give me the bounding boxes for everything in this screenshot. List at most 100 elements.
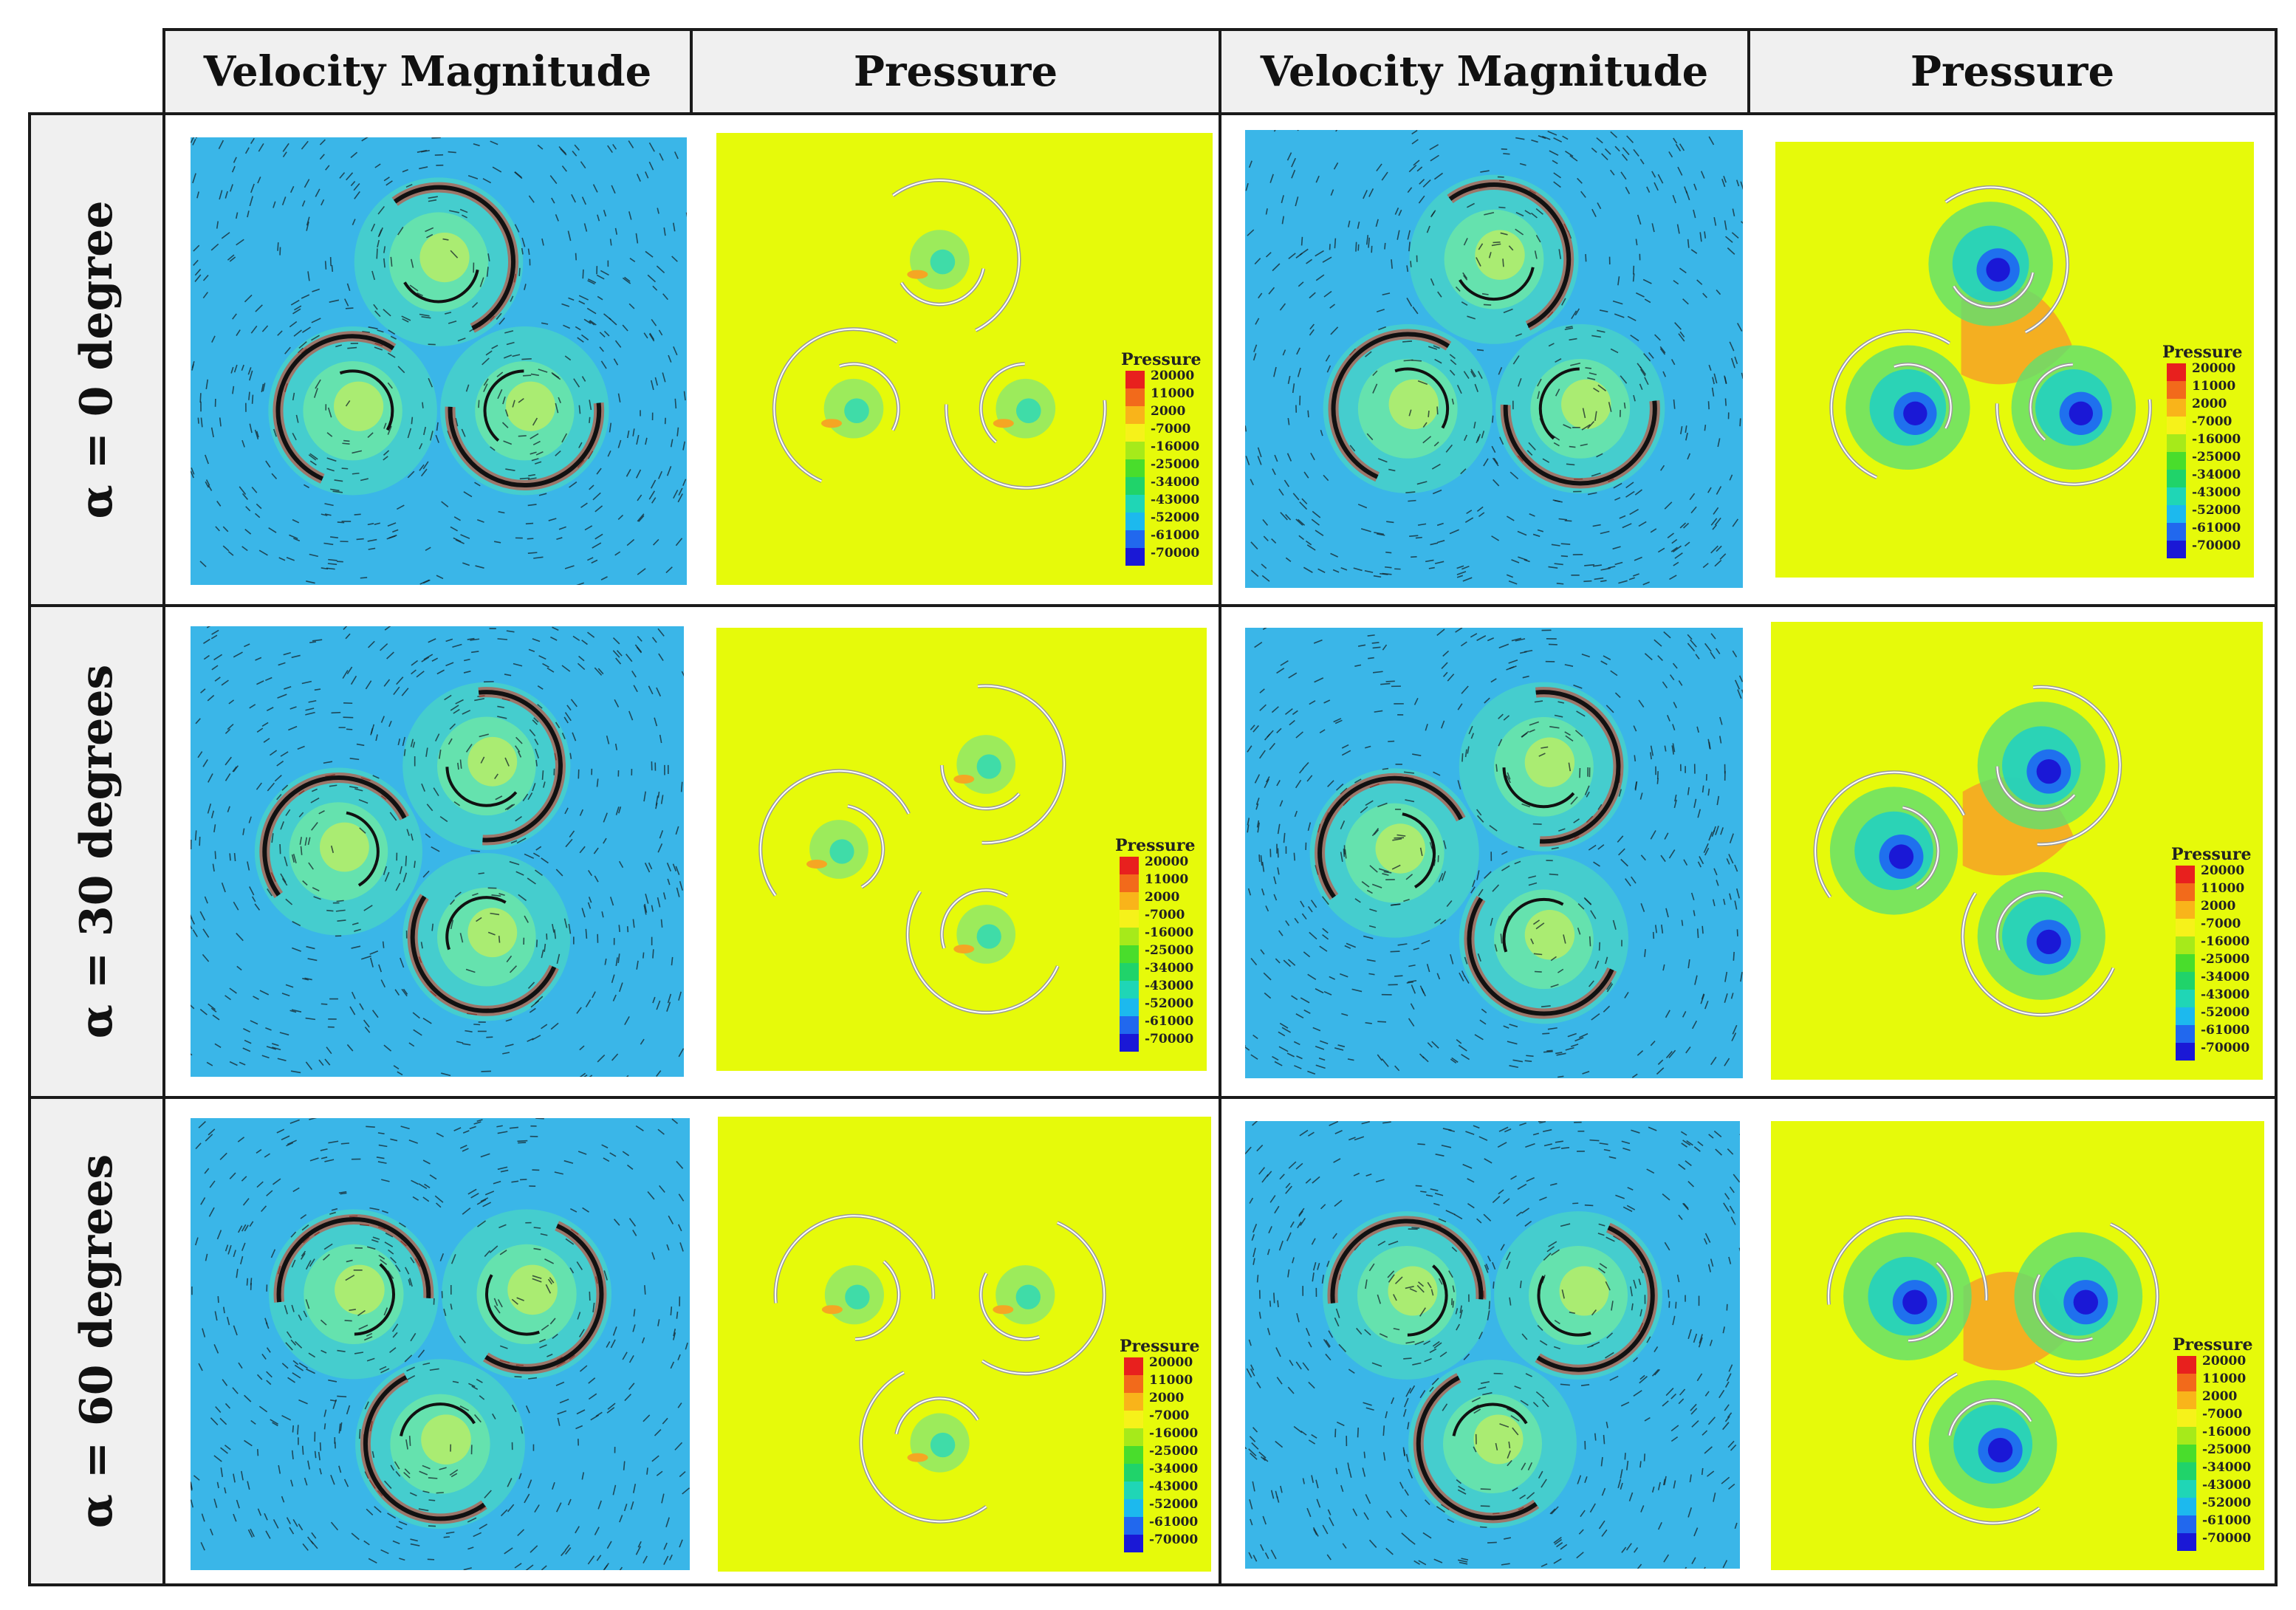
legend-swatch <box>2167 523 2186 541</box>
legend-swatch <box>1125 513 1145 530</box>
legend-value: 2000 <box>2201 899 2235 914</box>
header-velocity-1: Velocity Magnitude <box>162 28 693 115</box>
legend-value: -70000 <box>1149 1532 1198 1547</box>
legend-value: -16000 <box>1151 439 1199 454</box>
legend-value: -52000 <box>2201 1005 2249 1020</box>
legend-swatch <box>1124 1357 1143 1375</box>
legend-value: -16000 <box>1145 925 1193 940</box>
legend-swatch <box>1120 945 1139 963</box>
legend-swatch <box>1125 371 1145 388</box>
legend-value: -16000 <box>2202 1425 2251 1439</box>
legend-value: 20000 <box>1151 369 1194 383</box>
legend-swatch <box>1124 1393 1143 1411</box>
legend-swatch <box>2176 883 2195 901</box>
legend-value: -25000 <box>1145 943 1193 958</box>
legend-value: 11000 <box>2202 1371 2246 1386</box>
legend-swatch <box>2176 1043 2195 1061</box>
legend-swatch <box>1124 1446 1143 1464</box>
legend-value: 11000 <box>2201 881 2244 896</box>
legend-swatch <box>2167 417 2186 434</box>
legend-value: 20000 <box>1145 854 1188 869</box>
legend-swatch <box>2177 1462 2196 1480</box>
legend-value: -7000 <box>2192 414 2232 429</box>
legend-swatch <box>2177 1515 2196 1533</box>
legend-swatch <box>1124 1517 1143 1535</box>
row-label-alpha-60: α = 60 degrees <box>28 1096 165 1586</box>
legend-value: -43000 <box>2202 1478 2251 1493</box>
legend-value: -34000 <box>2201 970 2249 984</box>
header-velocity-2: Velocity Magnitude <box>1219 28 1750 115</box>
legend-swatch <box>1120 1034 1139 1052</box>
legend-value: -34000 <box>2192 467 2241 482</box>
legend-value: -61000 <box>2192 521 2241 535</box>
legend-value: -34000 <box>2202 1460 2251 1475</box>
legend-swatch <box>2167 487 2186 505</box>
legend-value: -25000 <box>1149 1444 1198 1459</box>
velocity-contour-plot-r1-c0 <box>191 626 684 1077</box>
legend-swatch <box>1125 459 1145 477</box>
legend-swatch <box>2177 1480 2196 1498</box>
legend-swatch <box>1120 963 1139 981</box>
velocity-contour-plot-r2-c0 <box>191 1118 690 1570</box>
legend-value: -52000 <box>1149 1497 1198 1512</box>
legend-value: -52000 <box>2192 503 2241 518</box>
legend-swatch <box>1125 495 1145 513</box>
legend-swatch <box>2176 972 2195 990</box>
legend-swatch <box>1124 1535 1143 1552</box>
row-label-alpha-30: α = 30 degrees <box>28 604 165 1099</box>
legend-value: 11000 <box>1145 872 1188 887</box>
legend-value: -25000 <box>2201 952 2249 967</box>
legend-value: -61000 <box>1149 1515 1198 1530</box>
legend-title: Pressure <box>1120 1337 1200 1356</box>
legend-swatch <box>1120 892 1139 910</box>
legend-value: -16000 <box>2192 432 2241 447</box>
legend-swatch <box>1120 981 1139 998</box>
header-pressure-1: Pressure <box>690 28 1221 115</box>
legend-value: -52000 <box>1151 510 1199 525</box>
legend-swatch <box>1125 442 1145 459</box>
legend-swatch <box>2177 1391 2196 1409</box>
legend-value: -7000 <box>2202 1407 2243 1422</box>
legend-value: -61000 <box>1145 1014 1193 1029</box>
legend-swatch <box>2167 505 2186 523</box>
legend-value: -34000 <box>1149 1462 1198 1476</box>
legend-swatch <box>2176 1007 2195 1025</box>
legend-swatch <box>2167 470 2186 487</box>
legend-value: -43000 <box>2192 485 2241 500</box>
legend-swatch <box>2167 452 2186 470</box>
legend-value: -52000 <box>1145 996 1193 1011</box>
row-label-alpha-0: α = 0 degree <box>28 112 165 607</box>
legend-title: Pressure <box>1121 350 1202 369</box>
legend-value: -25000 <box>2192 450 2241 465</box>
velocity-contour-plot-r0-c0 <box>191 137 687 585</box>
legend-value: -7000 <box>1149 1408 1190 1423</box>
legend-value: 2000 <box>1149 1391 1184 1405</box>
legend-value: -16000 <box>1149 1426 1198 1441</box>
velocity-contour-plot-r0-c2 <box>1245 130 1743 588</box>
legend-swatch <box>1120 998 1139 1016</box>
velocity-contour-plot-r1-c2 <box>1245 628 1743 1078</box>
legend-swatch <box>1124 1428 1143 1446</box>
legend-title: Pressure <box>2171 845 2252 864</box>
legend-value: -7000 <box>2201 917 2241 931</box>
legend-swatch <box>1124 1499 1143 1517</box>
legend-value: 2000 <box>2192 397 2227 411</box>
legend-title: Pressure <box>2162 343 2243 362</box>
legend-value: 20000 <box>2202 1354 2246 1368</box>
legend-swatch <box>1125 406 1145 424</box>
legend-swatch <box>2176 936 2195 954</box>
legend-swatch <box>2167 399 2186 417</box>
legend-value: -61000 <box>2202 1513 2251 1528</box>
legend-swatch <box>1120 910 1139 928</box>
legend-value: -52000 <box>2202 1496 2251 1510</box>
legend-value: -34000 <box>1145 961 1193 976</box>
legend-value: -43000 <box>1151 493 1199 507</box>
legend-value: 20000 <box>2201 863 2244 878</box>
legend-swatch <box>1124 1481 1143 1499</box>
legend-swatch <box>2167 381 2186 399</box>
legend-title: Pressure <box>2173 1335 2253 1354</box>
